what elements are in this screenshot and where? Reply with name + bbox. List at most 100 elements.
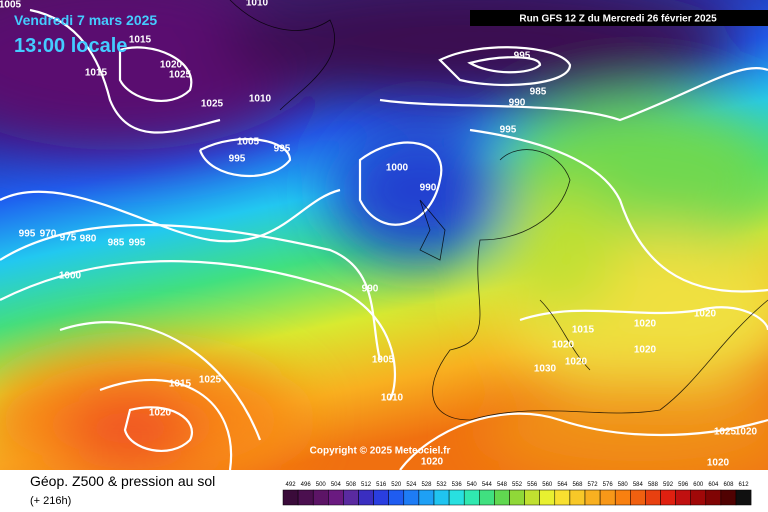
scale-swatch bbox=[645, 489, 661, 506]
isobar-label: 1005 bbox=[0, 0, 22, 11]
scale-label: 552 bbox=[512, 482, 523, 488]
scale-swatch bbox=[358, 489, 374, 506]
isobar-label: 1025 bbox=[169, 70, 192, 81]
scale-label: 516 bbox=[376, 482, 387, 488]
scale-label: 536 bbox=[452, 482, 463, 488]
isobar-label: 995 bbox=[274, 144, 291, 155]
copyright: Copyright © 2025 Meteociel.fr bbox=[310, 446, 451, 457]
valid-date: Vendredi 7 mars 2025 bbox=[14, 12, 157, 28]
scale-label: 508 bbox=[346, 482, 357, 488]
scale-label: 596 bbox=[678, 482, 689, 488]
isobar-label: 1010 bbox=[381, 393, 404, 404]
scale-swatch bbox=[599, 489, 616, 506]
scale-label: 544 bbox=[482, 482, 493, 488]
isobar-label: 985 bbox=[530, 87, 547, 98]
isobar-label: 1020 bbox=[149, 408, 172, 419]
scale-label: 604 bbox=[708, 482, 719, 488]
scale-label: 528 bbox=[421, 482, 432, 488]
scale-swatch bbox=[584, 489, 601, 506]
isobar-label: 1015 bbox=[85, 68, 108, 79]
scale-swatch bbox=[660, 489, 676, 506]
scale-label: 496 bbox=[301, 482, 312, 488]
isobar-label: 1015 bbox=[169, 379, 192, 390]
scale-swatch bbox=[494, 489, 510, 506]
isobar-label: 1020 bbox=[707, 458, 730, 469]
scale-swatch bbox=[675, 489, 691, 506]
isobar-label: 985 bbox=[108, 238, 125, 249]
isobar-label: 1020 bbox=[634, 319, 657, 330]
isobar-label: 1010 bbox=[246, 0, 269, 9]
scale-swatch bbox=[524, 489, 540, 506]
scale-swatch bbox=[630, 489, 646, 506]
scale-swatch bbox=[297, 489, 314, 506]
scale-label: 580 bbox=[618, 482, 629, 488]
scale-label: 512 bbox=[361, 482, 372, 488]
color-scale: 492 496 500 504 508 512 516 520 524 528 532 536 540 5… bbox=[282, 482, 752, 506]
scale-label: 568 bbox=[572, 482, 583, 488]
isobar-label: 1025 bbox=[201, 99, 224, 110]
scale-swatch bbox=[554, 489, 571, 506]
isobar-label: 1020 bbox=[634, 345, 657, 356]
scale-label: 600 bbox=[693, 482, 704, 488]
scale-swatch bbox=[433, 489, 450, 506]
isobar-label: 1020 bbox=[552, 340, 575, 351]
scale-label: 572 bbox=[588, 482, 599, 488]
isobar-label: 1000 bbox=[59, 271, 82, 282]
scale-label: 504 bbox=[331, 482, 342, 488]
scale-label: 492 bbox=[286, 482, 297, 488]
scale-label: 576 bbox=[603, 482, 614, 488]
scale-label: 588 bbox=[648, 482, 659, 488]
isobar-label: 990 bbox=[362, 284, 379, 295]
scale-swatch bbox=[539, 489, 556, 506]
isobar-label: 1020 bbox=[735, 427, 758, 438]
isobar-label: 1015 bbox=[572, 325, 595, 336]
scale-swatch bbox=[735, 489, 752, 506]
scale-label: 564 bbox=[557, 482, 568, 488]
scale-swatch bbox=[690, 489, 707, 506]
scale-label: 540 bbox=[467, 482, 478, 488]
scale-swatch bbox=[388, 489, 405, 506]
isobar-label: 995 bbox=[19, 229, 36, 240]
scale-label: 532 bbox=[437, 482, 448, 488]
scale-swatch bbox=[720, 489, 737, 506]
isobar-label: 995 bbox=[229, 154, 246, 165]
scale-swatch bbox=[569, 489, 586, 506]
isobar-label: 1020 bbox=[565, 357, 588, 368]
scale-swatch bbox=[418, 489, 435, 506]
scale-swatch bbox=[403, 489, 420, 506]
isobar-label: 1020 bbox=[694, 309, 717, 320]
scale-label: 520 bbox=[391, 482, 402, 488]
isobar-label: 1000 bbox=[386, 163, 409, 174]
scale-swatch bbox=[448, 489, 465, 506]
scale-swatch bbox=[282, 489, 299, 506]
isobar-label: 1030 bbox=[534, 364, 557, 375]
run-info: Run GFS 12 Z du Mercredi 26 février 2025 bbox=[519, 14, 717, 25]
isobar-label: 1020 bbox=[421, 457, 444, 468]
isobar-label: 1005 bbox=[237, 137, 260, 148]
isobar-label: 990 bbox=[509, 98, 526, 109]
scale-swatch bbox=[343, 489, 359, 506]
isobar-label: 990 bbox=[420, 183, 437, 194]
scale-swatch bbox=[479, 489, 495, 506]
scale-label: 608 bbox=[723, 482, 734, 488]
scale-label: 548 bbox=[497, 482, 508, 488]
scale-swatch bbox=[328, 489, 344, 506]
isobar-label: 980 bbox=[80, 234, 97, 245]
isobar-label: 970 bbox=[40, 229, 57, 240]
footer-title: Géop. Z500 & pression au sol bbox=[30, 473, 215, 489]
isobar-label: 1025 bbox=[199, 375, 222, 386]
scale-swatch bbox=[705, 489, 722, 506]
isobar-label: 1005 bbox=[372, 355, 395, 366]
scale-label: 560 bbox=[542, 482, 553, 488]
isobar-label: 1015 bbox=[129, 35, 152, 46]
lead-time: (+ 216h) bbox=[30, 495, 71, 507]
scale-swatch bbox=[312, 489, 329, 506]
scale-label: 556 bbox=[527, 482, 538, 488]
valid-time: 13:00 locale bbox=[14, 35, 127, 57]
isobar-label: 1020 bbox=[160, 60, 183, 71]
scale-swatch bbox=[463, 489, 480, 506]
scale-label: 584 bbox=[633, 482, 644, 488]
scale-swatch bbox=[509, 489, 525, 506]
scale-label: 592 bbox=[663, 482, 674, 488]
